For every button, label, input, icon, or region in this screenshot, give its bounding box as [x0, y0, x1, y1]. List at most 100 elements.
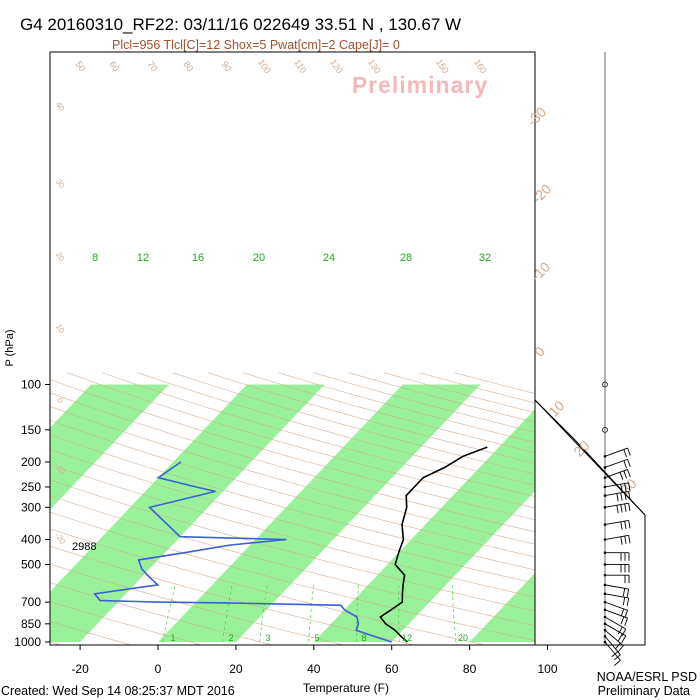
- wind-area: [534, 399, 646, 646]
- wind-barb-flag: [624, 617, 628, 626]
- mixing-ratio-label-bottom: 1: [170, 633, 175, 643]
- wind-point: [603, 608, 607, 612]
- wind-point: [603, 615, 607, 619]
- wind-point: [603, 592, 607, 596]
- wind-barb-flag: [626, 588, 630, 597]
- wind-barb-flag: [626, 597, 630, 606]
- wind-barb-flag: [624, 492, 627, 501]
- dry-adiabat-label: 70: [145, 59, 159, 73]
- wind-point: [603, 466, 607, 469]
- mixing-ratio-label: 16: [192, 252, 204, 264]
- dry-adiabat-label: 50: [73, 59, 87, 73]
- dry-adiabat-line: [66, 372, 535, 509]
- wind-barb-flag: [620, 504, 623, 513]
- mixing-ratio-label: 12: [137, 252, 149, 264]
- wind-barb-flag: [624, 521, 627, 530]
- wind-barb: [604, 609, 628, 619]
- wind-point: [603, 538, 607, 541]
- wind-barb-flag: [620, 521, 623, 530]
- wind-barb-flag: [614, 654, 621, 661]
- mixing-ratio-label-bottom: 3: [265, 633, 270, 643]
- mixing-ratio-label-bottom: 20: [458, 633, 468, 643]
- wind-barb-flag: [620, 536, 623, 545]
- y-tick-label: 100: [21, 378, 41, 392]
- wind-barb-flag: [624, 483, 627, 492]
- wind-barb-flag: [627, 469, 631, 478]
- wind-barb-flag: [620, 608, 625, 617]
- dry-adiabat-line: [50, 601, 203, 645]
- y-tick-label: 150: [21, 423, 41, 437]
- isotherm-bands: [0, 384, 535, 643]
- chart-params: Plcl=956 Tlcl[C]=12 Shox=5 Pwat[cm]=2 Ca…: [112, 38, 400, 52]
- x-tick-label: 80: [463, 662, 477, 676]
- wind-barb-flag: [628, 482, 631, 491]
- wind-barb-flag: [627, 459, 631, 467]
- dry-adiabat-label: 80: [181, 59, 195, 73]
- dry-adiabat-line: [50, 582, 274, 645]
- x-tick-label: 60: [385, 662, 399, 676]
- dry-adiabat-line: [102, 372, 535, 497]
- wind-barb-flag: [617, 633, 623, 641]
- mixing-ratio-label-bottom: 2: [228, 633, 233, 643]
- dry-adiabat-label: 110: [292, 58, 308, 75]
- wind-column-outline: [534, 399, 646, 646]
- dry-adiabats: [50, 372, 535, 645]
- y-tick-label: 400: [21, 533, 41, 547]
- calm-wind-marker: [602, 426, 608, 433]
- wind-point: [603, 523, 607, 526]
- wind-point: [603, 506, 607, 509]
- wind-barb: [604, 629, 624, 646]
- mixing-ratio-line: [259, 584, 268, 643]
- y-tick-label: 250: [21, 480, 41, 494]
- isotherm-band: [313, 409, 535, 642]
- y-tick-label: 200: [21, 455, 41, 469]
- wind-barb-flag: [614, 660, 621, 666]
- wind-barb-flag: [628, 491, 631, 500]
- isotherm-band: [0, 385, 13, 643]
- mixing-ratio-label-bottom: 5: [314, 633, 319, 643]
- mixing-ratio-label: 20: [253, 252, 265, 264]
- dry-adiabat-line: [50, 621, 133, 645]
- wind-point: [603, 640, 607, 644]
- dry-adiabat-line: [50, 545, 415, 645]
- dry-adiabat-label: 60: [107, 59, 121, 73]
- wind-barb: [604, 458, 628, 468]
- wind-barb-flag: [617, 626, 623, 635]
- wind-barb-flag: [622, 597, 626, 606]
- mixing-ratio-label: 8: [92, 252, 98, 264]
- wind-barb-flag: [623, 470, 627, 479]
- wind-barb-flag: [620, 492, 623, 501]
- wind-point: [603, 563, 607, 566]
- status-label: Preliminary Data: [598, 684, 690, 698]
- wind-barb-flag: [621, 635, 627, 643]
- dry-adiabat-line: [50, 495, 535, 626]
- dry-adiabat-label: 90: [219, 59, 233, 73]
- isotherm-band: [50, 384, 169, 510]
- wind-barb-flag: [624, 610, 628, 618]
- dry-adiabat-line: [50, 379, 535, 521]
- wind-barbs: [602, 52, 631, 666]
- dry-adiabat-line: [50, 420, 535, 558]
- theta-e-label: 0: [531, 343, 548, 360]
- wind-barb-flag: [628, 535, 631, 544]
- mixing-ratio-line: [308, 584, 314, 643]
- x-tick-label: 40: [307, 662, 321, 676]
- watermark: Preliminary: [352, 72, 488, 98]
- wind-barb-flag: [624, 535, 627, 545]
- x-tick-label: 0: [155, 662, 162, 676]
- y-tick-label: 850: [21, 617, 41, 631]
- wind-barb-flag: [623, 449, 627, 458]
- wind-point: [603, 494, 607, 497]
- mixing-ratio-line: [451, 584, 457, 643]
- wind-barb: [604, 601, 628, 611]
- wind-column-edge: [534, 399, 646, 516]
- wind-point: [603, 634, 607, 638]
- dry-adiabat-line: [50, 406, 535, 545]
- dry-adiabat-label-left: 0: [55, 396, 65, 405]
- wind-point: [603, 600, 607, 604]
- wind-point: [603, 628, 607, 632]
- wind-barb-flag: [620, 616, 625, 625]
- mixing-ratio-label: 24: [323, 252, 335, 264]
- wind-barb-flag: [621, 628, 627, 637]
